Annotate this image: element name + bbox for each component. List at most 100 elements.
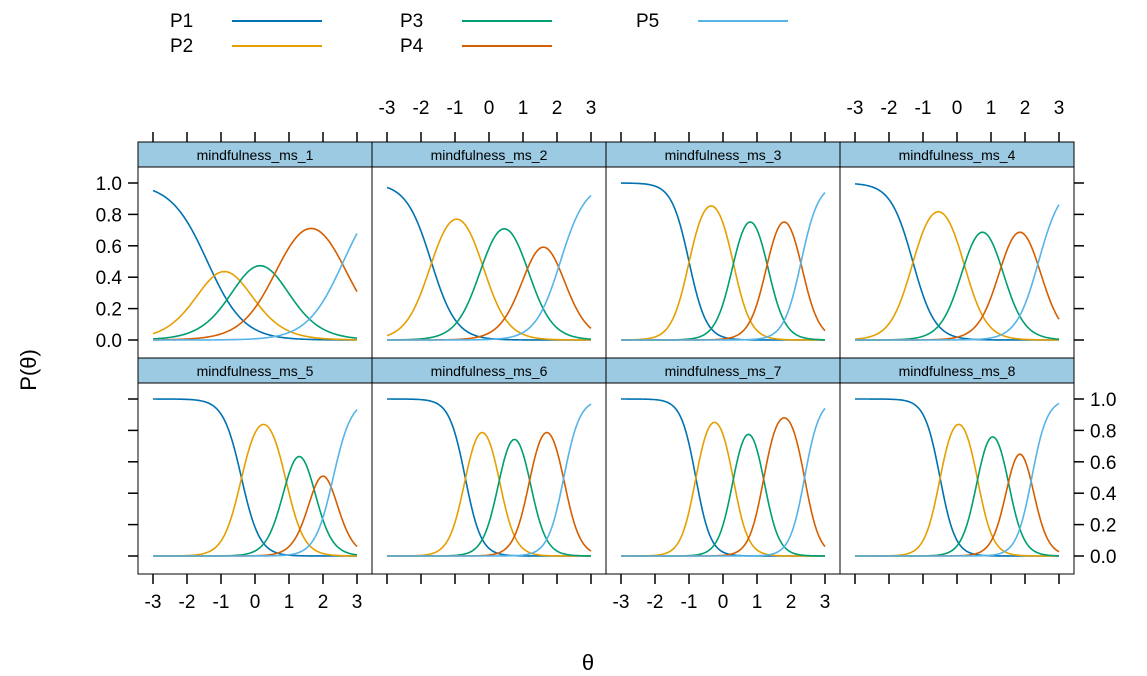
x-tick-label: 0 (484, 98, 495, 119)
x-tick-label: 0 (718, 592, 729, 613)
series-line-p4 (621, 221, 826, 341)
x-tick-label: 2 (786, 592, 797, 613)
x-tick-label: -3 (379, 98, 396, 119)
panel-title: mindfulness_ms_5 (197, 363, 314, 379)
x-tick-label: 2 (318, 592, 329, 613)
series-line-p1 (152, 189, 358, 341)
x-tick-label: -2 (647, 592, 664, 613)
panel-3: mindfulness_ms_3 (605, 141, 841, 359)
x-ticks-top-panel-1 (152, 132, 358, 142)
panel-5: mindfulness_ms_5 (137, 357, 373, 575)
x-tick-label: 3 (820, 592, 831, 613)
x-ticks-bottom-panel-2 (386, 574, 592, 584)
x-tick-label: 3 (586, 98, 597, 119)
y-tick-label: 0.8 (1090, 421, 1116, 442)
series-line-p5 (387, 403, 592, 557)
panel-title: mindfulness_ms_1 (197, 147, 314, 163)
x-tick-label: -1 (447, 98, 464, 119)
panel-1: mindfulness_ms_1 (137, 141, 373, 359)
series-line-p5 (387, 194, 592, 341)
panel-title: mindfulness_ms_2 (431, 147, 548, 163)
y-tick-label: 0.6 (1090, 453, 1116, 474)
y-tick-label: 0.0 (96, 331, 122, 352)
x-tick-label: 3 (352, 592, 363, 613)
y-axis-right-row-1 (1074, 182, 1084, 341)
x-tick-label: -2 (881, 98, 898, 119)
panel-6: mindfulness_ms_6 (371, 357, 607, 575)
legend-label-p5: P5 (636, 11, 659, 32)
series-line-p1 (620, 182, 825, 341)
legend-label-p1: P1 (170, 11, 193, 32)
panel-strip (839, 141, 1075, 168)
series-line-p4 (152, 227, 358, 341)
y-tick-label: 0.2 (1090, 516, 1116, 537)
series-line-p1 (854, 183, 1059, 341)
panel-7: mindfulness_ms_7 (605, 357, 841, 575)
series-line-p1 (153, 398, 357, 557)
legend-label-p2: P2 (170, 36, 193, 57)
series-line-p2 (855, 423, 1059, 557)
panel-strip (371, 357, 607, 384)
x-axis-bottom-panel-3: -3 -2 -1 0 1 2 3 (613, 574, 831, 613)
series-line-p2 (152, 270, 358, 341)
series-line-p1 (855, 398, 1059, 557)
series-line-p2 (386, 218, 591, 341)
y-tick-label: 0.2 (96, 300, 122, 321)
panel-title: mindfulness_ms_8 (899, 363, 1016, 379)
panel-strip (137, 357, 373, 384)
series-line-p1 (387, 398, 591, 557)
x-axis-top-panel-2: -3 -2 -1 0 1 2 3 (379, 98, 597, 142)
x-tick-label: -1 (681, 592, 698, 613)
x-tick-label: -2 (413, 98, 430, 119)
series-line-p5 (855, 204, 1060, 341)
series-line-p2 (854, 210, 1059, 341)
series-line-p5 (153, 409, 358, 557)
x-ticks-top-panel-3 (620, 132, 826, 142)
x-tick-label: -3 (145, 592, 162, 613)
x-tick-label: -1 (213, 592, 230, 613)
x-tick-label: 3 (1054, 98, 1065, 119)
y-axis-left-row-1: 0.0 0.2 0.4 0.6 0.8 1.0 (96, 174, 138, 352)
series-line-p5 (621, 407, 826, 557)
panel-plot-area (371, 382, 607, 575)
panel-title: mindfulness_ms_6 (431, 363, 548, 379)
x-tick-label: 1 (986, 98, 997, 119)
panels: mindfulness_ms_1 mindfulness_ms_2 mindfuln… (137, 141, 1075, 575)
legend-label-p4: P4 (400, 36, 424, 57)
x-tick-label: 1 (752, 592, 763, 613)
x-tick-label: 1 (518, 98, 529, 119)
x-tick-label: -2 (179, 592, 196, 613)
axes: -3 -2 -1 0 1 2 3 -3 -2 -1 0 1 2 3 -3 -2 -1 0 1 2 3 -3 -2 -1 0 1 2 3… (96, 98, 1117, 613)
y-tick-label: 1.0 (96, 174, 122, 195)
y-tick-label: 1.0 (1090, 390, 1116, 411)
series-line-p4 (621, 416, 826, 557)
x-tick-label: 1 (284, 592, 295, 613)
series-line-p3 (386, 227, 592, 341)
series-line-p3 (621, 433, 826, 557)
panel-2: mindfulness_ms_2 (371, 141, 607, 359)
x-tick-label: 2 (1020, 98, 1031, 119)
y-axis-left-row-2 (128, 398, 138, 557)
legend: P1 P2 P3 P4 P5 (170, 11, 788, 57)
y-tick-label: 0.4 (1090, 484, 1117, 505)
series-line-p5 (153, 233, 358, 341)
y-tick-label: 0.6 (96, 237, 122, 258)
legend-label-p3: P3 (400, 11, 423, 32)
x-tick-label: -1 (915, 98, 932, 119)
series-line-p3 (855, 231, 1060, 341)
panel-title: mindfulness_ms_7 (665, 363, 782, 379)
series-line-p5 (621, 192, 826, 341)
panel-strip (839, 357, 1075, 384)
panel-strip (371, 141, 607, 168)
x-tick-label: -3 (847, 98, 864, 119)
y-axis-title: P(θ) (16, 349, 41, 391)
panel-8: mindfulness_ms_8 (839, 357, 1075, 575)
series-line-p5 (855, 402, 1060, 557)
x-tick-label: 0 (952, 98, 963, 119)
series-line-p3 (152, 264, 358, 340)
panel-strip (137, 141, 373, 168)
panel-4: mindfulness_ms_4 (839, 141, 1075, 359)
y-axis-right-row-2: 0.0 0.2 0.4 0.6 0.8 1.0 (1074, 390, 1117, 568)
panel-plot-area (605, 166, 841, 359)
